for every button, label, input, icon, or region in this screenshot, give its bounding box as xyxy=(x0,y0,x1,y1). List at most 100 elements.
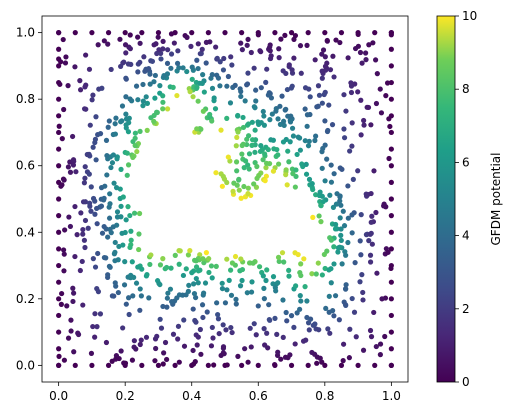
scatter-point xyxy=(199,46,205,52)
scatter-point xyxy=(332,293,339,299)
scatter-point xyxy=(267,44,273,50)
scatter-point xyxy=(246,151,253,157)
scatter-point xyxy=(77,87,84,93)
scatter-point xyxy=(346,355,352,361)
scatter-point xyxy=(139,362,145,368)
scatter-point xyxy=(388,46,394,52)
scatter-point xyxy=(349,212,355,218)
scatter-point xyxy=(285,148,291,154)
scatter-point xyxy=(201,89,207,95)
scatter-point xyxy=(188,43,194,49)
scatter-point xyxy=(286,159,292,165)
scatter-point xyxy=(87,200,93,206)
scatter-point xyxy=(322,118,328,124)
scatter-point xyxy=(74,232,80,238)
scatter-point xyxy=(352,260,358,266)
scatter-point xyxy=(328,179,335,185)
scatter-point xyxy=(264,330,270,336)
scatter-point xyxy=(319,68,325,74)
scatter-point xyxy=(263,277,269,284)
scatter-point xyxy=(160,256,166,262)
x-tick-label: 0.0 xyxy=(49,389,68,403)
scatter-point xyxy=(137,40,143,46)
scatter-point xyxy=(64,303,70,309)
scatter-point xyxy=(328,237,334,243)
scatter-point xyxy=(324,156,330,162)
colorbar-tick-label: 0 xyxy=(462,375,470,389)
scatter-point xyxy=(253,87,259,93)
scatter-point xyxy=(95,42,101,48)
scatter-point xyxy=(164,304,170,310)
scatter-point xyxy=(139,30,145,36)
scatter-point xyxy=(348,89,355,96)
scatter-point xyxy=(107,191,113,197)
scatter-point xyxy=(333,221,339,228)
scatter-point xyxy=(73,169,79,175)
scatter-point xyxy=(282,107,288,113)
scatter-point xyxy=(343,286,349,292)
scatter-point xyxy=(195,65,201,72)
scatter-point xyxy=(186,282,192,288)
scatter-point xyxy=(263,160,270,166)
scatter-point xyxy=(280,68,286,74)
scatter-point xyxy=(247,325,253,331)
scatter-point xyxy=(304,314,310,321)
scatter-point xyxy=(82,217,89,224)
scatter-point xyxy=(121,59,127,65)
scatter-point xyxy=(252,160,258,166)
scatter-point xyxy=(279,93,285,99)
scatter-point xyxy=(300,338,307,344)
scatter-point xyxy=(189,30,195,36)
scatter-point xyxy=(118,119,124,125)
scatter-point xyxy=(357,238,363,244)
scatter-point xyxy=(203,60,209,66)
scatter-point xyxy=(372,362,378,368)
scatter-point xyxy=(214,55,220,62)
scatter-point xyxy=(77,78,83,84)
scatter-point xyxy=(68,317,74,323)
scatter-point xyxy=(114,156,120,162)
scatter-point xyxy=(147,71,153,77)
scatter-point xyxy=(368,122,374,128)
scatter-point xyxy=(254,163,260,170)
scatter-point xyxy=(295,251,301,258)
scatter-point xyxy=(59,290,65,297)
scatter-point xyxy=(168,65,174,71)
scatter-point xyxy=(330,308,336,314)
scatter-point xyxy=(239,151,245,157)
scatter-point xyxy=(276,55,282,61)
scatter-point xyxy=(213,263,219,269)
scatter-point xyxy=(290,133,297,139)
scatter-point xyxy=(261,296,267,302)
scatter-point xyxy=(272,315,278,321)
scatter-point xyxy=(209,85,216,91)
scatter-point xyxy=(269,111,275,117)
scatter-point xyxy=(304,42,310,48)
scatter-point xyxy=(204,309,210,315)
scatter-point xyxy=(367,231,373,237)
scatter-point xyxy=(287,119,294,125)
scatter-point xyxy=(327,330,333,336)
scatter-point xyxy=(202,280,209,286)
scatter-point xyxy=(355,31,361,38)
scatter-point xyxy=(388,196,394,202)
scatter-point xyxy=(294,151,300,158)
scatter-point xyxy=(164,60,171,66)
scatter-point xyxy=(265,146,271,153)
scatter-point xyxy=(258,85,264,91)
scatter-point xyxy=(388,63,394,69)
scatter-point xyxy=(240,114,246,121)
plot-frame xyxy=(41,15,409,383)
scatter-point xyxy=(86,171,92,177)
scatter-point xyxy=(388,229,394,235)
scatter-point xyxy=(92,334,98,340)
scatter-point xyxy=(379,296,385,302)
scatter-point xyxy=(56,129,62,136)
scatter-point xyxy=(261,113,267,119)
scatter-point xyxy=(122,259,128,265)
scatter-point xyxy=(324,37,330,44)
scatter-point xyxy=(160,93,166,99)
scatter-point xyxy=(283,167,289,173)
scatter-point xyxy=(107,201,113,207)
scatter-point xyxy=(274,146,280,153)
